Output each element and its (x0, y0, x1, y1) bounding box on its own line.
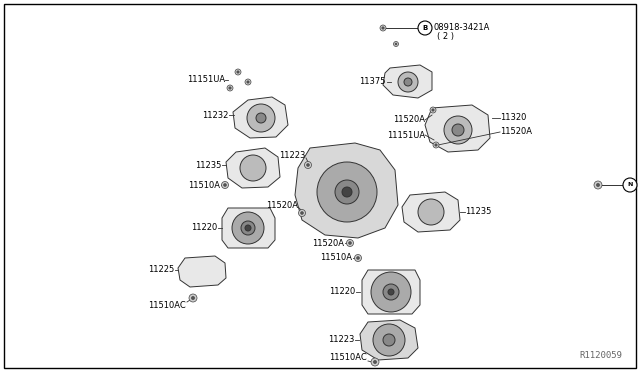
Circle shape (444, 116, 472, 144)
Text: 11375: 11375 (360, 77, 386, 87)
Circle shape (235, 69, 241, 75)
Circle shape (240, 155, 266, 181)
Text: 11520A: 11520A (500, 128, 532, 137)
Circle shape (237, 71, 239, 73)
Circle shape (373, 360, 376, 363)
Circle shape (221, 182, 228, 189)
Circle shape (383, 334, 395, 346)
Circle shape (356, 257, 360, 259)
Text: R1120059: R1120059 (579, 351, 622, 360)
Polygon shape (222, 208, 275, 248)
Polygon shape (402, 192, 460, 232)
Circle shape (418, 199, 444, 225)
Circle shape (355, 254, 362, 262)
Text: 11225: 11225 (148, 266, 174, 275)
Circle shape (317, 162, 377, 222)
Circle shape (373, 324, 405, 356)
Text: 11235: 11235 (195, 160, 221, 170)
Circle shape (371, 358, 379, 366)
Text: 11151UA: 11151UA (187, 76, 225, 84)
Text: 11520A: 11520A (266, 201, 298, 209)
Text: 11520A: 11520A (393, 115, 425, 125)
Circle shape (241, 221, 255, 235)
Polygon shape (295, 143, 398, 238)
Circle shape (189, 294, 197, 302)
Circle shape (380, 25, 386, 31)
Polygon shape (362, 270, 420, 314)
Circle shape (305, 161, 312, 169)
Circle shape (382, 27, 384, 29)
Circle shape (418, 21, 432, 35)
Circle shape (404, 78, 412, 86)
Text: 11223: 11223 (328, 336, 354, 344)
Circle shape (191, 296, 195, 299)
Circle shape (301, 212, 303, 214)
Circle shape (395, 43, 397, 45)
Text: 11232: 11232 (202, 110, 228, 119)
Circle shape (432, 109, 434, 111)
Text: N: N (627, 183, 633, 187)
Circle shape (247, 104, 275, 132)
Text: 08918-3421A: 08918-3421A (434, 23, 490, 32)
Circle shape (349, 241, 351, 244)
Polygon shape (360, 320, 418, 360)
Circle shape (256, 113, 266, 123)
Text: ( 2 ): ( 2 ) (437, 32, 454, 42)
Circle shape (394, 42, 399, 46)
Polygon shape (383, 65, 432, 98)
Polygon shape (425, 105, 490, 152)
Circle shape (229, 87, 231, 89)
Text: 11510AC: 11510AC (329, 353, 367, 362)
Circle shape (596, 183, 600, 187)
Circle shape (298, 209, 305, 217)
Circle shape (623, 178, 637, 192)
Text: 11223: 11223 (278, 151, 305, 160)
Circle shape (245, 79, 251, 85)
Text: B: B (422, 25, 428, 31)
Polygon shape (233, 97, 288, 138)
Circle shape (371, 272, 411, 312)
Circle shape (388, 289, 394, 295)
Text: 11510AC: 11510AC (148, 301, 186, 310)
Circle shape (433, 142, 439, 148)
Circle shape (232, 212, 264, 244)
Text: 11220: 11220 (191, 224, 217, 232)
Text: 11320: 11320 (500, 113, 526, 122)
Circle shape (335, 180, 359, 204)
Text: 11520A: 11520A (312, 238, 344, 247)
Circle shape (245, 225, 251, 231)
Circle shape (346, 240, 353, 247)
Circle shape (435, 144, 437, 146)
Circle shape (594, 181, 602, 189)
Text: 11151UA: 11151UA (387, 131, 425, 140)
Text: 11510A: 11510A (320, 253, 352, 263)
Text: 08918-3421A: 08918-3421A (639, 180, 640, 189)
Circle shape (223, 184, 227, 186)
Text: 11510A: 11510A (188, 180, 220, 189)
Circle shape (342, 187, 352, 197)
Text: 11220: 11220 (329, 288, 355, 296)
Circle shape (307, 164, 309, 166)
Circle shape (247, 81, 249, 83)
Polygon shape (226, 148, 280, 188)
Text: 11235: 11235 (465, 208, 492, 217)
Circle shape (383, 284, 399, 300)
Circle shape (452, 124, 464, 136)
Circle shape (398, 72, 418, 92)
Polygon shape (178, 256, 226, 287)
Circle shape (227, 85, 233, 91)
Circle shape (430, 107, 436, 113)
